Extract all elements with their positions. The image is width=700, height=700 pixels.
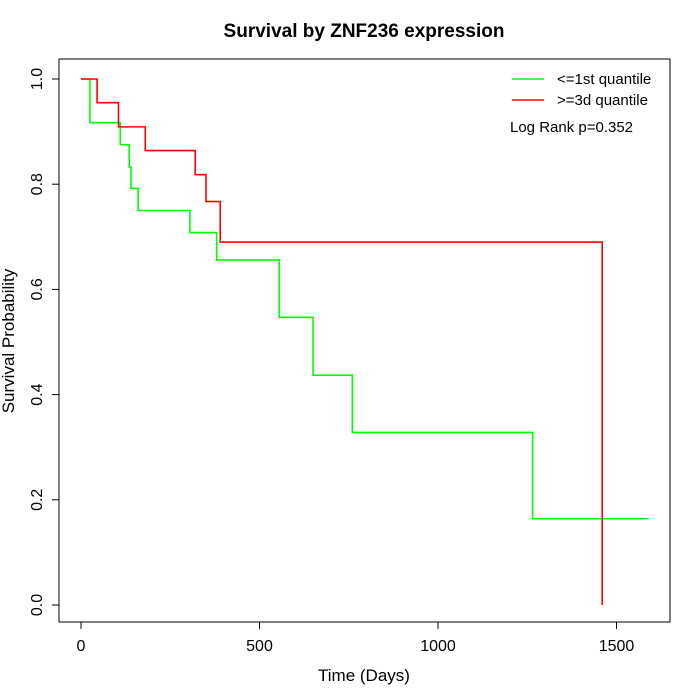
legend: <=1st quantile >=3d quantile <box>512 71 651 109</box>
y-tick-label: 1.0 <box>29 68 46 90</box>
x-tick-label: 1500 <box>599 638 635 655</box>
y-tick-label: 0.4 <box>29 383 46 405</box>
y-axis-label: Survival Probability <box>0 268 18 413</box>
survival-curve-series-1 <box>81 78 649 520</box>
logrank-annotation: Log Rank p=0.352 <box>510 119 633 136</box>
x-tick-label: 1000 <box>420 638 456 655</box>
y-tick-label: 0.6 <box>29 278 46 300</box>
plot-frame <box>58 58 671 623</box>
survival-curve-series-2 <box>81 78 604 605</box>
axes: 0 500 1000 1500 0.0 0.2 0.4 0.6 0.8 1.0 <box>29 68 634 655</box>
y-tick-label: 0.0 <box>29 594 46 616</box>
y-tick-label: 0.8 <box>29 173 46 195</box>
y-tick-label: 0.2 <box>29 489 46 511</box>
legend-label: >=3d quantile <box>557 92 648 109</box>
x-tick-label: 500 <box>246 638 273 655</box>
x-axis-label: Time (Days) <box>318 666 410 685</box>
chart-title: Survival by ZNF236 expression <box>224 21 505 42</box>
x-tick-label: 0 <box>77 638 86 655</box>
series-layer <box>81 78 649 605</box>
legend-label: <=1st quantile <box>557 71 651 88</box>
